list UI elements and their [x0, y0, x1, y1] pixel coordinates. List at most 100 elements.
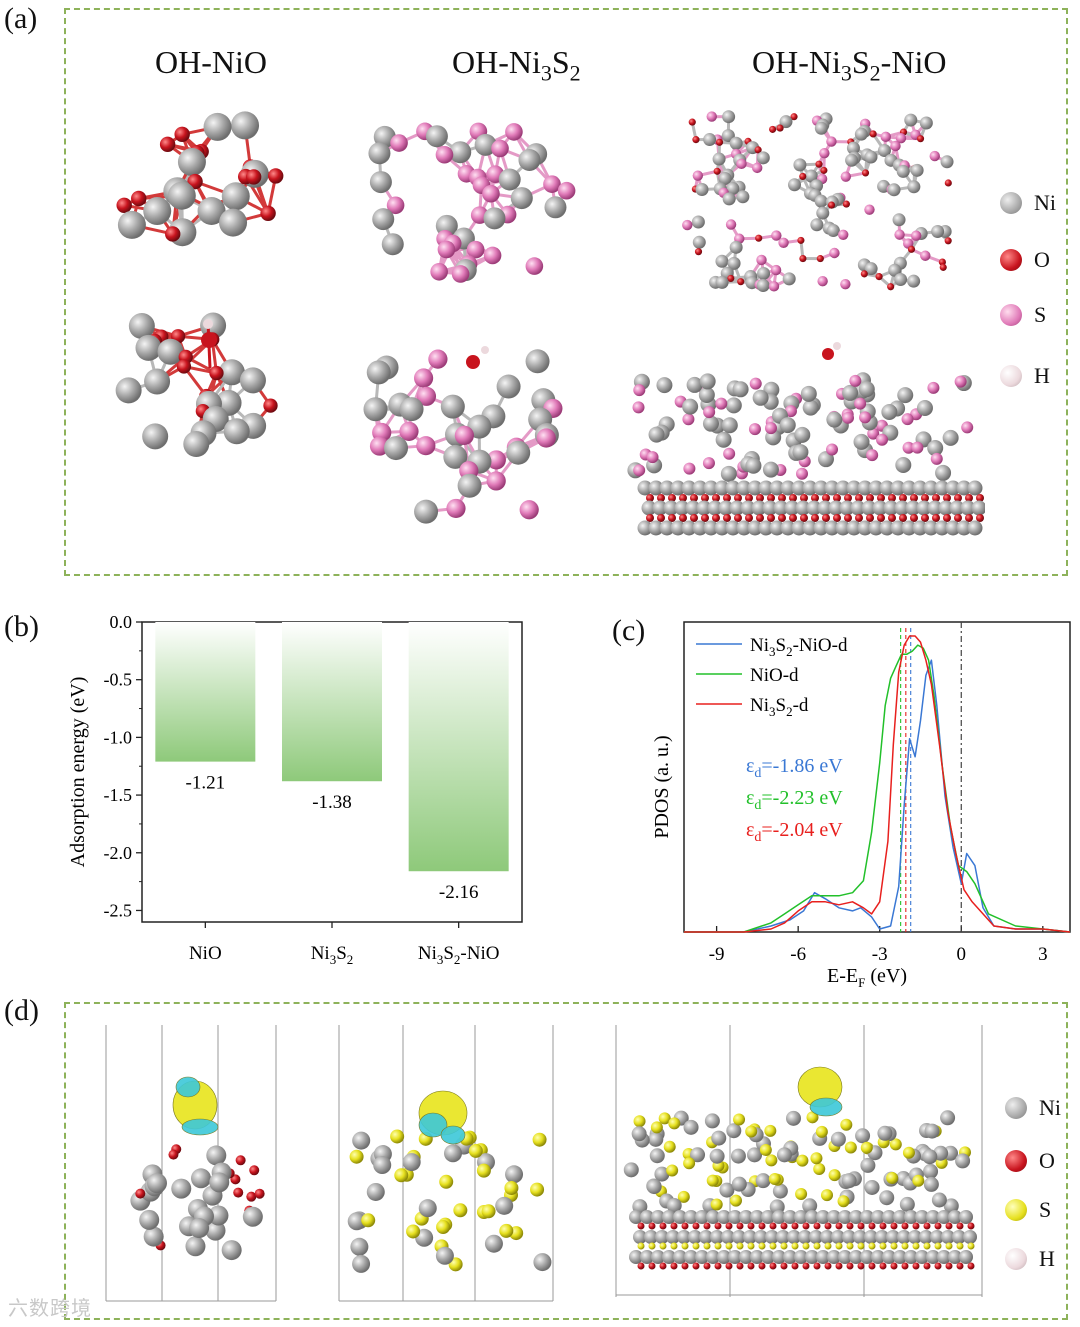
o-atom [879, 1262, 887, 1270]
ni-atom [729, 500, 745, 516]
title-part: S [851, 44, 870, 80]
s-atom [499, 1223, 514, 1238]
charge-density-ni3s2 [338, 1025, 554, 1302]
ni-atom [483, 207, 506, 230]
s-atom [650, 1121, 663, 1134]
ni-atom [860, 1250, 874, 1264]
o-atom [815, 160, 823, 168]
ni-atom [899, 1196, 915, 1212]
x-axis-title: E-EF (eV) [827, 965, 907, 990]
title-part: OH-Ni [752, 44, 841, 80]
panel-c-label: (c) [612, 614, 646, 647]
ni-atom [443, 444, 468, 469]
ni-atom [721, 1230, 735, 1244]
o-atom [816, 255, 824, 263]
s-atom [859, 411, 872, 424]
s-atom [745, 1125, 758, 1138]
s-atom [778, 237, 789, 248]
s-atom [828, 1169, 841, 1182]
s-atom [706, 1174, 719, 1187]
ni-atom [208, 1205, 229, 1226]
legend-label: NiO-d [750, 665, 799, 686]
o-atom [899, 514, 907, 522]
x-tick-label: 0 [957, 944, 967, 965]
ni-atom [887, 183, 901, 197]
ni-atom [726, 182, 740, 196]
ni-atom [948, 1250, 962, 1264]
ni-atom [857, 520, 873, 536]
s-atom [902, 441, 915, 454]
y-tick-label: -1.5 [104, 785, 133, 805]
ni-atom [729, 240, 743, 254]
o-atom [802, 1242, 810, 1250]
o-atom [824, 1222, 832, 1230]
o-atom [701, 514, 709, 522]
ni-atom [762, 461, 779, 478]
ni-atom [177, 148, 206, 177]
ni-atom [912, 480, 928, 496]
s-atom [369, 436, 390, 456]
ni-atom [510, 187, 533, 210]
s-atom [683, 462, 696, 475]
ni-atom [736, 480, 752, 496]
ni-atom [692, 235, 706, 249]
o-atom [855, 514, 863, 522]
title-oh-nio: OH-NiO [155, 44, 267, 81]
ni-atom [698, 386, 715, 403]
ni-atom [718, 500, 734, 516]
s-atom [466, 240, 485, 259]
o-atom [791, 1242, 799, 1250]
ni-atom [850, 500, 866, 516]
s-atom-icon [1000, 304, 1022, 326]
o-atom [921, 494, 929, 502]
s-atom [663, 1140, 676, 1153]
o-atom [877, 494, 885, 502]
s-atom [361, 1213, 376, 1228]
ni-atom [641, 500, 657, 516]
s-atom [876, 433, 889, 446]
s-atom [860, 1141, 873, 1154]
s-atom [911, 441, 924, 454]
ni-atom [648, 480, 664, 496]
ni-atom [883, 500, 899, 516]
legend-o: O [1000, 247, 1050, 273]
x-tick-label: 3 [1038, 944, 1048, 965]
o-atom [466, 355, 480, 369]
o-atom [681, 1222, 689, 1230]
s-atom [854, 397, 867, 410]
ni-atom [648, 520, 664, 536]
bar-value-label: -1.38 [312, 792, 352, 813]
ni-atom [670, 520, 686, 536]
ni-atom [712, 152, 726, 166]
ni-atom [810, 218, 824, 232]
h-atom [203, 319, 213, 329]
o-atom [932, 514, 940, 522]
o-atom [713, 167, 721, 175]
s-atom [826, 443, 839, 456]
s-atom [646, 451, 659, 464]
legend-ni: Ni [1005, 1095, 1061, 1121]
ni-atom [231, 111, 260, 140]
s-atom [840, 278, 851, 290]
ni-atom [830, 1131, 846, 1147]
o-atom [201, 332, 217, 348]
s-atom [658, 1112, 671, 1125]
o-atom [813, 1222, 821, 1230]
o-atom [249, 1165, 260, 1176]
o-atom [668, 514, 676, 522]
ni-atom [649, 1148, 665, 1164]
s-atom [632, 401, 645, 414]
legend-label: O [1034, 247, 1050, 272]
ni-atom [652, 500, 668, 516]
o-atom [934, 1222, 942, 1230]
y-tick-label: -2.0 [104, 843, 133, 863]
ni-atom [940, 1110, 956, 1126]
ni-atom [714, 480, 730, 496]
ni-atom [692, 520, 708, 536]
ni-atom [959, 1250, 973, 1264]
s-atom [706, 111, 717, 122]
ni-atom [206, 1145, 227, 1166]
s-atom [895, 133, 907, 144]
ni-atom [816, 1210, 830, 1224]
bar [282, 622, 382, 782]
